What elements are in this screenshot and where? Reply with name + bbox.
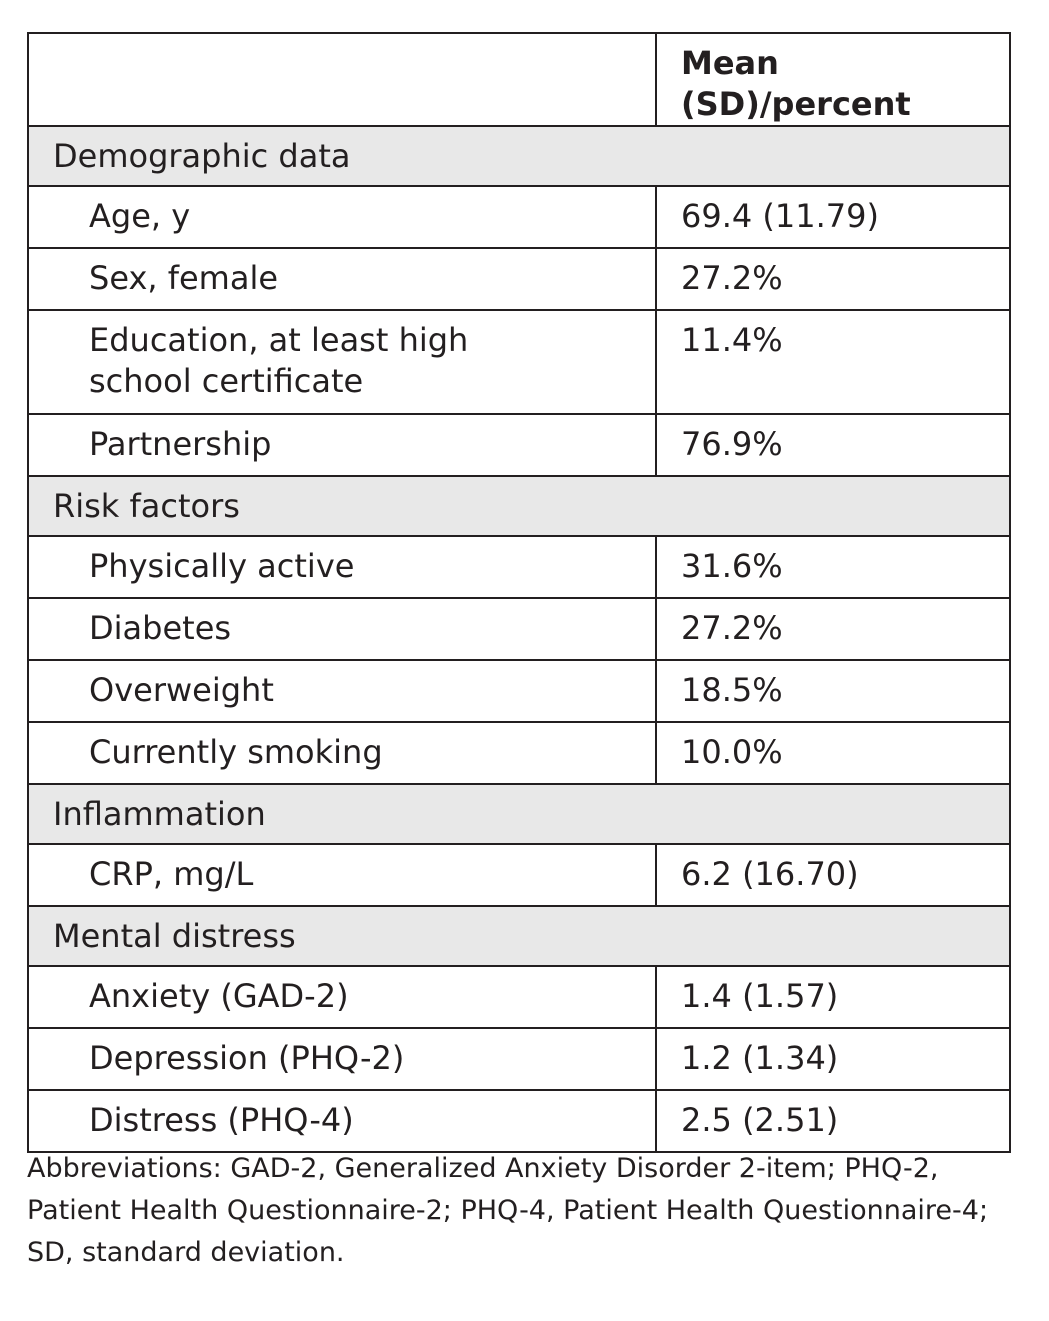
table-row: Education, at least high school certific… [27,309,1011,415]
table-footnote: Abbreviations: GAD-2, Generalized Anxiet… [27,1148,1017,1274]
data-table-container: Mean (SD)/percent Demographic data Age, … [27,32,1011,1153]
footnote-line: Patient Health Questionnaire-2; PHQ-4, P… [27,1195,989,1226]
row-value: 27.2% [655,597,1011,661]
section-title: Mental distress [27,905,1011,967]
row-label: Anxiety (GAD-2) [27,965,657,1029]
row-label: Sex, female [27,247,657,311]
footnote-line: SD, standard deviation. [27,1237,345,1268]
row-label: Depression (PHQ-2) [27,1027,657,1091]
section-row: Risk factors [27,475,1011,537]
row-value: 76.9% [655,413,1011,477]
row-value: 11.4% [655,309,1011,415]
section-title: Risk factors [27,475,1011,537]
row-value: 69.4 (11.79) [655,185,1011,249]
table-row: Sex, female 27.2% [27,247,1011,311]
footnote-line: Abbreviations: GAD-2, Generalized Anxiet… [27,1153,939,1184]
table-row: CRP, mg/L 6.2 (16.70) [27,843,1011,907]
table-row: Physically active 31.6% [27,535,1011,599]
row-value: 2.5 (2.51) [655,1089,1011,1153]
section-row: Demographic data [27,125,1011,187]
row-value: 18.5% [655,659,1011,723]
row-value: 1.2 (1.34) [655,1027,1011,1091]
row-value: 6.2 (16.70) [655,843,1011,907]
table-header-row: Mean (SD)/percent [27,32,1011,127]
section-row: Mental distress [27,905,1011,967]
table-row: Overweight 18.5% [27,659,1011,723]
row-value: 1.4 (1.57) [655,965,1011,1029]
row-value: 31.6% [655,535,1011,599]
table-row: Diabetes 27.2% [27,597,1011,661]
row-value: 10.0% [655,721,1011,785]
table-row: Currently smoking 10.0% [27,721,1011,785]
header-value-cell: Mean (SD)/percent [655,32,1011,127]
row-label: Diabetes [27,597,657,661]
row-label: Partnership [27,413,657,477]
row-label: Physically active [27,535,657,599]
table-row: Depression (PHQ-2) 1.2 (1.34) [27,1027,1011,1091]
table-row: Distress (PHQ-4) 2.5 (2.51) [27,1089,1011,1153]
section-title: Demographic data [27,125,1011,187]
row-label: Currently smoking [27,721,657,785]
row-label: Overweight [27,659,657,723]
row-label: Age, y [27,185,657,249]
row-label: Distress (PHQ-4) [27,1089,657,1153]
section-title: Inflammation [27,783,1011,845]
row-label: CRP, mg/L [27,843,657,907]
table-row: Partnership 76.9% [27,413,1011,477]
section-row: Inflammation [27,783,1011,845]
row-value: 27.2% [655,247,1011,311]
table-row: Age, y 69.4 (11.79) [27,185,1011,249]
row-label: Education, at least high school certific… [27,309,657,415]
header-label-cell [27,32,657,127]
characteristics-table: Mean (SD)/percent Demographic data Age, … [27,32,1011,1153]
table-row: Anxiety (GAD-2) 1.4 (1.57) [27,965,1011,1029]
